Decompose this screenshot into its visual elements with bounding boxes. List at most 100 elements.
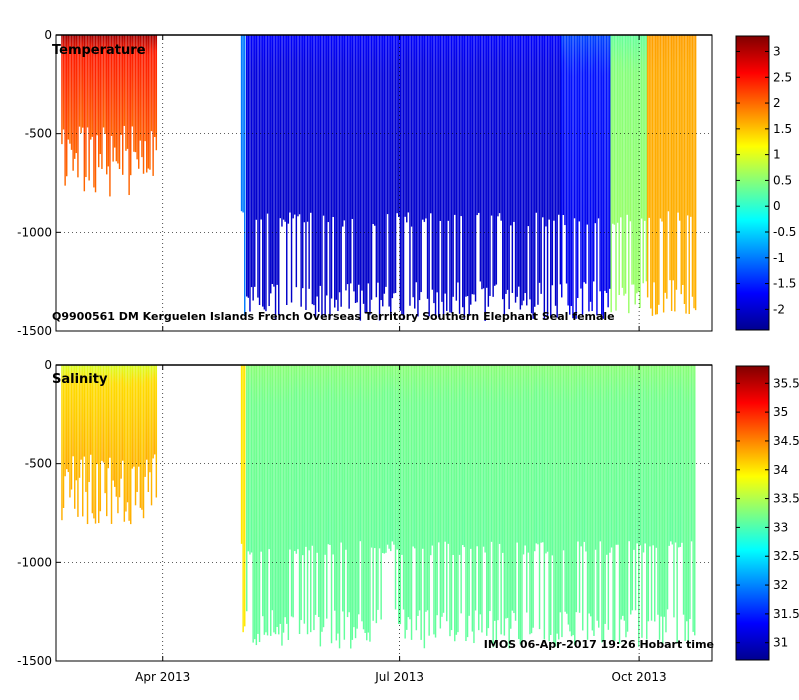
profile-bar <box>564 35 566 226</box>
profile-bar <box>542 365 544 543</box>
profile-bar <box>646 365 648 640</box>
profile-bar <box>302 365 304 556</box>
profile-bar <box>335 35 338 300</box>
profile-bar <box>107 35 110 167</box>
profile-bar <box>96 35 98 136</box>
profile-bar <box>593 365 595 636</box>
profile-bar <box>94 35 97 193</box>
profile-bar <box>242 35 244 213</box>
profile-bar <box>503 365 506 636</box>
profile-bar <box>133 365 135 467</box>
profile-bar <box>567 365 570 625</box>
profile-bar <box>586 35 589 225</box>
profile-bar <box>454 35 456 215</box>
profile-bar <box>404 35 406 217</box>
profile-bar <box>422 365 424 549</box>
profile-bar <box>468 35 470 316</box>
profile-bar <box>254 365 256 640</box>
profile-bar <box>622 365 624 616</box>
profile-bar <box>130 365 132 525</box>
profile-bar <box>530 35 533 314</box>
profile-bar <box>566 365 568 614</box>
profile-bar <box>149 365 151 473</box>
profile-bar <box>521 35 523 306</box>
profile-bar <box>578 365 581 613</box>
profile-bar <box>399 35 402 311</box>
profile-bar <box>271 35 274 285</box>
profile-bar <box>423 35 426 222</box>
profile-bar <box>580 35 582 289</box>
profile-bar <box>273 35 275 287</box>
profile-bar <box>401 365 403 555</box>
profile-bar <box>337 365 339 634</box>
profile-bar <box>319 365 322 647</box>
profile-bar <box>117 365 119 514</box>
temperature-colorbar-ticks: 3 2.5 2 1.5 1 0.5 0 -0.5 -1 -1.5 -2 <box>736 44 796 316</box>
profile-bar <box>356 35 358 303</box>
profile-bar <box>399 365 402 625</box>
profile-bar <box>302 35 304 289</box>
profile-bar <box>588 35 590 312</box>
profile-bar <box>319 35 322 286</box>
profile-bar <box>618 35 620 296</box>
colorbar-tick-label: 35 <box>773 405 788 419</box>
profile-bar <box>334 365 336 611</box>
profile-bar <box>330 365 333 644</box>
profile-bar <box>583 35 585 283</box>
profile-bar <box>498 35 501 214</box>
profile-bar <box>489 365 491 612</box>
profile-bar <box>123 365 126 522</box>
profile-bar <box>94 365 97 524</box>
profile-bar <box>415 365 418 631</box>
profile-bar <box>322 35 325 216</box>
profile-bar <box>476 365 478 547</box>
profile-bar <box>364 35 366 313</box>
profile-bar <box>366 365 368 641</box>
salinity-title: Salinity <box>52 372 108 387</box>
profile-bar <box>540 365 542 543</box>
profile-bar <box>580 365 582 547</box>
temperature-annotation: Q9900561 DM Kerguelen Islands French Ove… <box>52 310 615 323</box>
profile-bar <box>242 365 244 633</box>
profile-bar <box>647 365 650 622</box>
profile-bar <box>495 365 498 647</box>
profile-bar <box>677 35 679 213</box>
profile-bar <box>492 365 494 648</box>
profile-bar <box>637 35 640 292</box>
profile-bar <box>305 365 307 547</box>
profile-bar <box>142 35 145 174</box>
profile-bar <box>633 365 635 550</box>
profile-bar <box>247 365 250 552</box>
salinity-plot-frame <box>55 364 713 662</box>
profile-bar <box>372 35 374 225</box>
profile-bar <box>428 35 430 317</box>
profile-bar <box>679 365 682 547</box>
profile-bar <box>497 365 499 621</box>
profile-bar <box>463 365 466 548</box>
profile-bar <box>141 35 143 158</box>
profile-bar <box>85 35 87 178</box>
profile-bar <box>136 35 138 160</box>
profile-bar <box>418 35 421 301</box>
profile-bar <box>490 365 493 542</box>
profile-bar <box>546 35 549 320</box>
profile-bar <box>80 365 82 460</box>
profile-bar <box>529 35 531 300</box>
profile-bar <box>332 35 334 218</box>
profile-bar <box>377 365 379 610</box>
profile-bar <box>338 35 341 293</box>
colorbar-tick-label: -1.5 <box>773 277 796 291</box>
profile-bar <box>346 35 349 285</box>
profile-bar <box>556 35 558 318</box>
colorbar-tick-label: 2.5 <box>773 70 792 84</box>
profile-bar <box>444 365 446 542</box>
profile-bar <box>481 35 483 290</box>
profile-bar <box>131 35 134 127</box>
profile-bar <box>258 35 261 306</box>
profile-bar <box>444 35 446 294</box>
temperature-plot-frame <box>55 34 713 332</box>
profile-bar <box>278 35 280 316</box>
profile-bar <box>375 365 378 624</box>
colorbar-tick-label: 1 <box>773 148 781 162</box>
profile-bar <box>458 35 461 314</box>
